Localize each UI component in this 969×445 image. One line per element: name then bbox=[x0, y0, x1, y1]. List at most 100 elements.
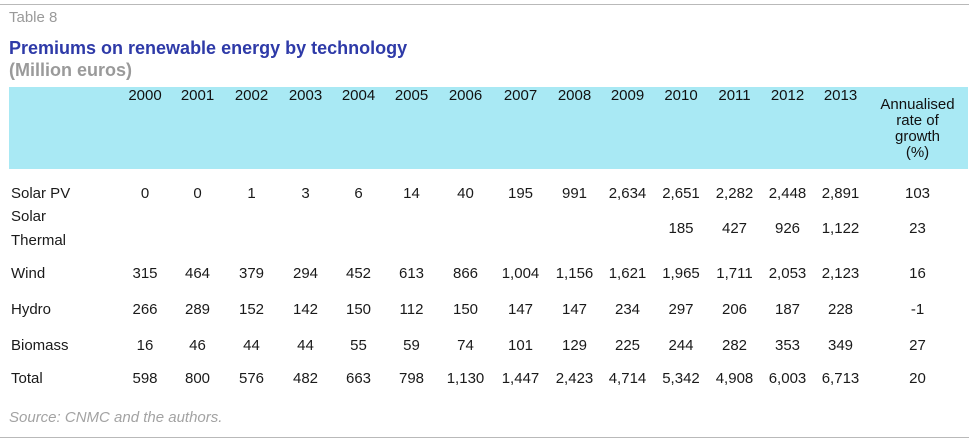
value-cell: 2,651 bbox=[662, 185, 700, 202]
table-row: Wind 315 464 379 294 452 613 866 1,004 1,156 1,621… bbox=[9, 255, 968, 291]
growth-cell: 16 bbox=[909, 264, 926, 282]
value-cell: 152 bbox=[238, 300, 265, 318]
value-cell: 14 bbox=[403, 185, 420, 202]
value-cell: 991 bbox=[561, 185, 588, 202]
value-cell: 452 bbox=[345, 264, 372, 282]
growth-header-line: rate of bbox=[896, 112, 939, 129]
value-cell: 44 bbox=[297, 336, 314, 354]
growth-cell: 20 bbox=[909, 369, 926, 387]
value-cell: 150 bbox=[345, 300, 372, 318]
year-header: 2005 bbox=[394, 87, 429, 104]
year-header: 2001 bbox=[180, 87, 215, 104]
value-cell: 1,447 bbox=[501, 369, 540, 387]
value-cell: 40 bbox=[457, 185, 474, 202]
year-header: 2011 bbox=[718, 87, 751, 104]
value-cell: 74 bbox=[457, 336, 474, 354]
header-row: 2000 2001 2002 2003 2004 2005 2006 2007 2008 2009… bbox=[9, 87, 968, 169]
bottom-rule bbox=[0, 437, 969, 438]
value-cell: 266 bbox=[132, 300, 158, 318]
growth-header-line: Annualised bbox=[880, 96, 955, 113]
value-cell: 4,714 bbox=[608, 369, 647, 387]
value-cell: 2,891 bbox=[821, 185, 860, 202]
row-label-line: Hydro bbox=[11, 300, 52, 318]
value-cell: 225 bbox=[614, 336, 641, 354]
value-cell: 464 bbox=[184, 264, 211, 282]
value-cell: 1,122 bbox=[821, 220, 860, 237]
table-number: Table 8 bbox=[9, 9, 58, 26]
growth-cell: 23 bbox=[909, 220, 926, 237]
value-cell: 576 bbox=[238, 369, 265, 387]
value-cell bbox=[601, 202, 654, 255]
value-cell: 101 bbox=[507, 336, 534, 354]
value-cell: 282 bbox=[721, 336, 748, 354]
value-cell: 112 bbox=[399, 300, 424, 318]
value-cell: 150 bbox=[452, 300, 479, 318]
year-header: 2006 bbox=[448, 87, 483, 104]
value-cell: 2,123 bbox=[821, 264, 860, 282]
row-label-line: Solar PV bbox=[11, 185, 71, 202]
value-cell: 379 bbox=[238, 264, 265, 282]
value-cell: 866 bbox=[452, 264, 479, 282]
value-cell: 46 bbox=[189, 336, 206, 354]
value-cell: 1,156 bbox=[555, 264, 594, 282]
value-cell: 2,448 bbox=[768, 185, 807, 202]
year-header: 2004 bbox=[341, 87, 376, 104]
year-header: 2013 bbox=[823, 87, 858, 104]
value-cell: 663 bbox=[345, 369, 372, 387]
value-cell: 147 bbox=[507, 300, 534, 318]
table-row: Solar Thermal 185 427 926 1,122 23 bbox=[9, 202, 968, 255]
year-header: 2010 bbox=[664, 87, 698, 104]
value-cell: 297 bbox=[668, 300, 694, 318]
value-cell: 2,634 bbox=[608, 185, 647, 202]
value-cell: 2,423 bbox=[555, 369, 594, 387]
value-cell: 142 bbox=[292, 300, 319, 318]
growth-header-line: growth bbox=[894, 128, 941, 145]
value-cell: 6,003 bbox=[768, 369, 807, 387]
table-subtitle: (Million euros) bbox=[9, 60, 132, 80]
value-cell: 2,282 bbox=[715, 185, 754, 202]
value-cell: 1,004 bbox=[501, 264, 540, 282]
value-cell: 206 bbox=[721, 300, 748, 318]
value-cell bbox=[279, 202, 332, 255]
value-cell: 59 bbox=[403, 336, 420, 354]
value-cell: 129 bbox=[561, 336, 588, 354]
value-cell: 234 bbox=[614, 300, 641, 318]
row-label: Solar PV bbox=[9, 169, 119, 202]
value-cell: 798 bbox=[398, 369, 425, 387]
year-header: 2000 bbox=[128, 87, 162, 104]
row-label-line: Biomass bbox=[11, 336, 69, 354]
value-cell: 147 bbox=[561, 300, 588, 318]
row-label-line: Wind bbox=[11, 264, 46, 282]
value-cell: 185 bbox=[668, 220, 694, 237]
table-row: Hydro 266 289 152 142 150 112 150 147 147 234 297 20… bbox=[9, 291, 968, 327]
row-label-line: Total bbox=[11, 369, 43, 387]
value-cell: 4,908 bbox=[715, 369, 754, 387]
row-label: Hydro bbox=[9, 291, 119, 327]
growth-cell: 27 bbox=[909, 336, 926, 354]
row-label: Wind bbox=[9, 255, 119, 291]
year-header: 2008 bbox=[557, 87, 592, 104]
value-cell: 2,053 bbox=[768, 264, 807, 282]
year-header: 2002 bbox=[234, 87, 269, 104]
value-cell bbox=[224, 202, 279, 255]
value-cell: 598 bbox=[132, 369, 158, 387]
value-cell bbox=[385, 202, 438, 255]
value-cell: 3 bbox=[301, 185, 310, 202]
growth-cell: -1 bbox=[910, 300, 925, 318]
value-cell bbox=[493, 202, 548, 255]
table-title: Premiums on renewable energy by technolo… bbox=[9, 38, 408, 58]
value-cell: 294 bbox=[292, 264, 319, 282]
year-header: 2007 bbox=[503, 87, 538, 104]
table-row: Total 598 800 576 482 663 798 1,130 1,447 2,423 4,… bbox=[9, 363, 968, 393]
value-cell: 1,711 bbox=[716, 264, 753, 282]
source-note: Source: CNMC and the authors. bbox=[9, 409, 223, 426]
row-label: Total bbox=[9, 363, 119, 393]
value-cell: 289 bbox=[184, 300, 211, 318]
corner-header-cell bbox=[9, 87, 119, 169]
value-cell: 427 bbox=[721, 220, 748, 237]
value-cell bbox=[548, 202, 601, 255]
value-cell: 1,130 bbox=[446, 369, 485, 387]
growth-header-line: (%) bbox=[905, 144, 930, 161]
value-cell: 926 bbox=[774, 220, 801, 237]
value-cell: 613 bbox=[398, 264, 425, 282]
